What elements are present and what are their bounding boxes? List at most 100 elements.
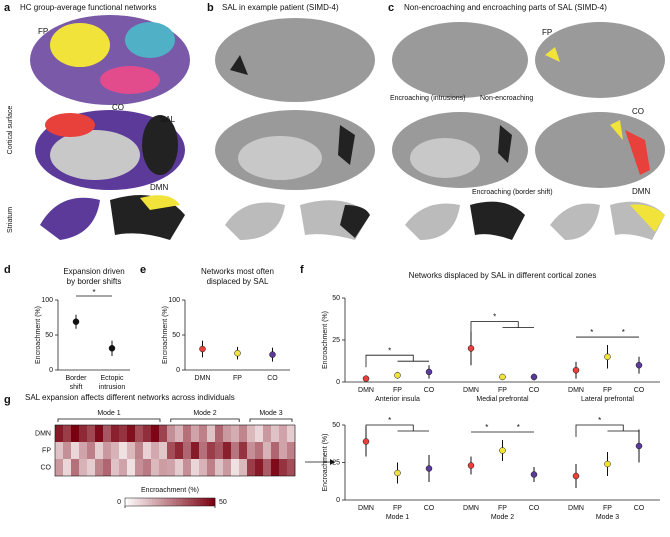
group-label: Mode 2	[491, 514, 514, 521]
panel-letter: e	[140, 264, 146, 276]
network-label: SAL	[160, 115, 176, 124]
heat-cell	[87, 459, 96, 476]
heat-cell	[55, 442, 64, 459]
heat-cell	[55, 425, 64, 442]
heat-cell	[287, 425, 296, 442]
x-tick-label: FP	[603, 505, 612, 512]
heat-cell	[159, 442, 168, 459]
heat-cell	[263, 459, 272, 476]
panel-title: HC group-average functional networks	[20, 3, 157, 12]
mean-dot	[530, 373, 538, 381]
mean-dot	[635, 442, 643, 450]
y-axis-label: Encroachment (%)	[35, 306, 42, 364]
heat-cell	[175, 459, 184, 476]
y-tick-label: 100	[41, 297, 53, 304]
mean-dot	[467, 345, 475, 352]
mean-dot	[499, 447, 506, 454]
mean-dot	[572, 472, 580, 480]
heat-cell	[103, 425, 112, 442]
heat-cell	[247, 425, 256, 442]
group-label: Mode 3	[596, 514, 619, 521]
significance-star: *	[485, 423, 488, 432]
heat-cell	[167, 459, 176, 476]
heat-cell	[231, 459, 240, 476]
heat-cell	[143, 459, 152, 476]
heat-cell	[87, 442, 96, 459]
significance-star: *	[493, 313, 496, 322]
mean-dot	[362, 375, 370, 382]
group-label: Mode 1	[386, 514, 409, 521]
heat-cell	[223, 442, 232, 459]
significance-star: *	[517, 423, 520, 432]
y-axis-label: Encroachment (%)	[322, 311, 329, 369]
brain-c	[392, 22, 665, 240]
y-tick-label: 50	[45, 332, 53, 339]
x-tick-label: FP	[393, 505, 402, 512]
mode-label: Mode 1	[97, 410, 120, 417]
heat-cell	[215, 459, 224, 476]
panel-letter: c	[388, 2, 394, 14]
heat-cell	[71, 442, 80, 459]
significance-star: *	[92, 288, 95, 297]
colorbar-step	[188, 498, 192, 506]
y-tick-label: 50	[332, 295, 340, 302]
heat-cell	[223, 459, 232, 476]
colorbar-step	[203, 498, 207, 506]
colorbar-step	[140, 498, 144, 506]
heat-cell	[207, 442, 216, 459]
brain-a	[30, 15, 190, 240]
mode-bracket	[249, 418, 293, 422]
x-tick-label: CO	[529, 387, 540, 394]
y-tick-label: 50	[172, 332, 180, 339]
y-tick-label: 0	[49, 367, 53, 374]
heat-cell	[215, 442, 224, 459]
heat-cell	[111, 442, 120, 459]
heat-cell	[199, 442, 208, 459]
x-tick-label: FP	[603, 387, 612, 394]
heat-cell	[255, 425, 264, 442]
mean-dot	[425, 465, 433, 472]
row-label: CO	[41, 464, 52, 471]
colorbar-step	[212, 498, 216, 506]
chart-title: Networks most often displaced by SAL	[201, 267, 274, 286]
heat-cell	[183, 425, 192, 442]
mean-dot	[72, 318, 80, 325]
heat-cell	[63, 459, 72, 476]
heat-cell	[255, 442, 264, 459]
significance-star: *	[590, 328, 593, 337]
mean-dot	[530, 471, 538, 478]
colorbar-step	[149, 498, 153, 506]
chart-title: Expansion driven by border shifts	[63, 267, 124, 286]
x-tick-label: FP	[498, 387, 507, 394]
network-label: FP	[38, 27, 48, 36]
mean-dot	[394, 372, 401, 379]
callout: Encroaching (border shift)	[472, 189, 553, 196]
colorbar-step	[209, 498, 213, 506]
heat-cell	[103, 459, 112, 476]
heat-cell	[271, 459, 280, 476]
x-tick-label: FP	[393, 387, 402, 394]
colorbar-step	[125, 498, 129, 506]
significance-bracket	[470, 321, 534, 334]
heat-cell	[95, 442, 104, 459]
y-tick-label: 0	[176, 367, 180, 374]
significance-star: *	[388, 346, 391, 355]
significance-bracket	[365, 424, 429, 437]
colorbar-step	[179, 498, 183, 506]
colorbar-step	[161, 498, 165, 506]
mode-bracket	[170, 418, 240, 422]
heat-cell	[207, 459, 216, 476]
heat-cell	[255, 459, 264, 476]
heat-cell	[151, 442, 160, 459]
colorbar-step	[137, 498, 141, 506]
colorbar-step	[185, 498, 189, 506]
group-label: Lateral prefrontal	[581, 396, 634, 403]
mode-bracket	[57, 418, 161, 422]
x-tick-label: DMN	[358, 387, 374, 394]
chart-title: Networks displaced by SAL in different c…	[409, 271, 597, 280]
colorbar-label: Encroachment (%)	[141, 487, 199, 494]
heat-cell	[191, 425, 200, 442]
colorbar-step	[170, 498, 174, 506]
heat-cell	[55, 459, 64, 476]
mean-dot	[499, 373, 506, 381]
